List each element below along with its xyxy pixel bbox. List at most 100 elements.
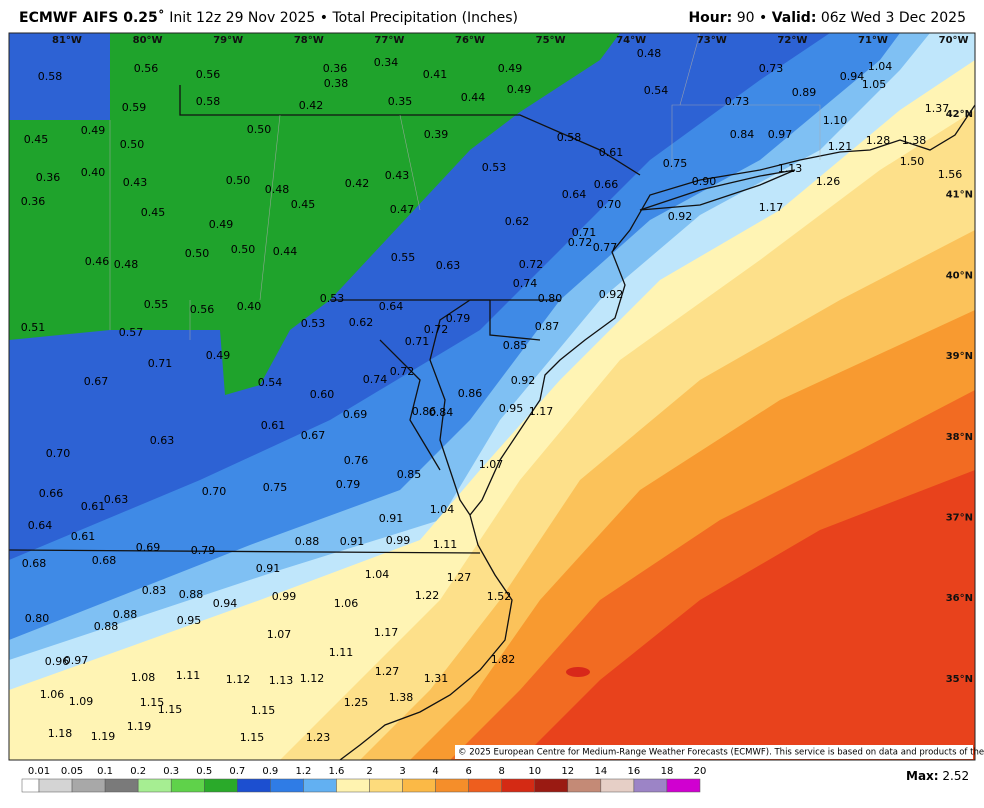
precip-label: 0.53 (320, 292, 345, 305)
precip-label: 0.70 (202, 485, 227, 498)
precip-label: 0.89 (792, 86, 817, 99)
precip-label: 0.64 (379, 300, 404, 313)
precip-label: 0.62 (349, 316, 374, 329)
precip-label: 0.97 (768, 128, 793, 141)
precip-label: 0.45 (291, 198, 316, 211)
colorbar-swatch (666, 778, 701, 793)
precip-label: 0.88 (113, 608, 138, 621)
longitude-label: 77°W (374, 35, 404, 46)
precip-label: 1.17 (759, 201, 784, 214)
precip-label: 1.38 (902, 134, 927, 147)
max-value: 2.52 (939, 769, 970, 783)
precip-label: 0.69 (343, 408, 368, 421)
precip-label: 0.76 (344, 454, 369, 467)
precip-label: 0.45 (24, 133, 49, 146)
precip-label: 0.50 (226, 174, 251, 187)
precip-label: 0.49 (498, 62, 523, 75)
precip-label: 1.13 (269, 674, 294, 687)
precip-label: 0.58 (38, 70, 63, 83)
longitude-label: 73°W (697, 35, 727, 46)
precip-label: 0.48 (637, 47, 662, 60)
copyright-box (455, 745, 973, 759)
colorbar-label: 4 (432, 766, 438, 777)
precip-label: 0.40 (237, 300, 262, 313)
precip-label: 0.42 (345, 177, 370, 190)
precip-label: 0.56 (190, 303, 215, 316)
precip-label: 1.04 (365, 568, 390, 581)
precip-label: 0.74 (363, 373, 388, 386)
model: ECMWF AIFS 0.25˚ (19, 9, 165, 26)
precip-label: 1.26 (816, 175, 841, 188)
colorbar-label: 12 (561, 766, 574, 777)
precip-label: 0.77 (593, 241, 618, 254)
colorbar-label: 14 (594, 766, 607, 777)
colorbar-label: 0.1 (97, 766, 113, 777)
precip-label: 0.72 (424, 323, 449, 336)
precip-label: 0.39 (424, 128, 449, 141)
precip-label: 0.85 (397, 468, 422, 481)
precip-label: 0.61 (81, 500, 106, 513)
precip-label: 0.36 (36, 171, 61, 184)
precip-label: 0.66 (594, 178, 619, 191)
precip-label: 0.49 (206, 349, 231, 362)
precip-label: 0.68 (92, 554, 117, 567)
precip-label: 0.55 (144, 298, 169, 311)
precip-label: 0.96 (45, 655, 70, 668)
colorbar-swatch (270, 778, 304, 793)
colorbar-swatch (468, 778, 502, 793)
colorbar-label: 1.6 (328, 766, 344, 777)
precip-label: 0.80 (538, 292, 563, 305)
precip-label: 0.91 (256, 562, 281, 575)
precip-label: 0.53 (301, 317, 326, 330)
colorbar-label: 0.5 (196, 766, 212, 777)
precip-label: 1.08 (131, 671, 156, 684)
colorbar-swatch (600, 778, 635, 793)
precip-label: 0.61 (599, 146, 624, 159)
precip-label: 1.06 (334, 597, 359, 610)
precip-label: 1.22 (415, 589, 440, 602)
colorbar-swatch (501, 778, 536, 793)
precip-label: 0.50 (120, 138, 145, 151)
precip-label: 1.15 (240, 731, 265, 744)
precip-label: 0.62 (505, 215, 530, 228)
precip-label: 1.19 (127, 720, 152, 733)
init: Init 12z 29 Nov 2025 • Total Precipitati… (165, 10, 518, 26)
precip-label: 1.50 (900, 155, 925, 168)
precip-label: 0.88 (295, 535, 320, 548)
colorbar-label: 1.2 (295, 766, 311, 777)
colorbar-label: 0.01 (28, 766, 50, 777)
precip-label: 1.11 (176, 669, 201, 682)
precip-label: 0.79 (336, 478, 361, 491)
precip-label: 0.91 (340, 535, 365, 548)
longitude-label: 75°W (536, 35, 566, 46)
latitude-label: 36°N (946, 593, 973, 604)
colorbar-swatch (402, 778, 436, 793)
colorbar-swatch (21, 778, 40, 793)
precip-label: 0.86 (458, 387, 483, 400)
hour: 90 • (732, 10, 771, 26)
colorbar-label: 0.9 (262, 766, 278, 777)
precip-label: 1.23 (306, 731, 331, 744)
precip-label: 0.44 (273, 245, 298, 258)
precip-label: 1.07 (267, 628, 292, 641)
precip-label: 0.63 (150, 434, 175, 447)
latitude-label: 39°N (946, 351, 973, 362)
longitude-label: 80°W (133, 35, 163, 46)
precip-label: 1.11 (433, 538, 458, 551)
precip-label: 0.48 (114, 258, 139, 271)
precip-label: 1.18 (48, 727, 73, 740)
colorbar-swatch (204, 778, 238, 793)
precip-label: 0.83 (142, 584, 167, 597)
precip-label: 0.88 (179, 588, 204, 601)
precip-label: 0.74 (513, 277, 538, 290)
colorbar-label: 16 (628, 766, 641, 777)
precip-label: 0.70 (46, 447, 71, 460)
longitude-label: 70°W (939, 35, 969, 46)
longitude-label: 81°W (52, 35, 82, 46)
precip-label: 0.35 (388, 95, 413, 108)
precip-label: 0.68 (22, 557, 47, 570)
precip-label: 0.64 (562, 188, 587, 201)
colorbar-swatch (137, 778, 172, 793)
longitude-label: 71°W (858, 35, 888, 46)
precip-label: 0.79 (446, 312, 471, 325)
